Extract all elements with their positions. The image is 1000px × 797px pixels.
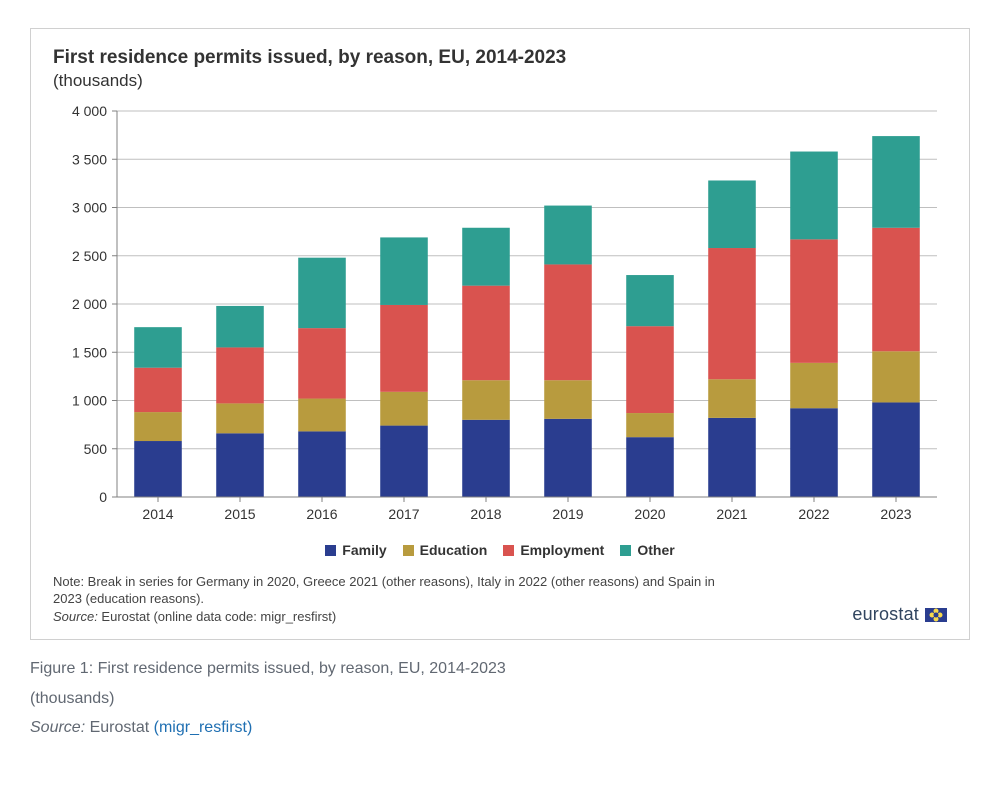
note-source-text: Eurostat (online data code: migr_resfirs… [98,609,336,624]
figure-source-label: Source: [30,719,85,736]
chart-card: First residence permits issued, by reaso… [30,28,970,640]
legend-swatch-icon [620,545,631,556]
svg-text:2022: 2022 [798,506,829,522]
figure-caption: Figure 1: First residence permits issued… [30,654,970,684]
chart-area: 0 500 1 000 1 500 2 000 2 500 3 000 3 500 4 000 2… [53,101,947,536]
figure-source-text: Eurostat [85,719,153,736]
chart-notes: Note: Break in series for Germany in 202… [53,573,947,626]
legend-item-education: Education [403,542,488,558]
svg-text:1 000: 1 000 [72,393,107,409]
svg-text:2016: 2016 [306,506,337,522]
legend-label: Other [637,542,674,558]
eu-flag-icon [925,608,947,622]
svg-text:2014: 2014 [142,506,173,522]
legend-swatch-icon [325,545,336,556]
svg-text:500: 500 [84,441,108,457]
chart-title: First residence permits issued, by reaso… [53,47,947,69]
note-line-2: 2023 (education reasons). [53,590,947,608]
legend-swatch-icon [403,545,414,556]
svg-text:2019: 2019 [552,506,583,522]
legend-item-other: Other [620,542,674,558]
svg-text:1 500: 1 500 [72,344,107,360]
legend-item-family: Family [325,542,386,558]
figure-source-link[interactable]: (migr_resfirst) [154,719,253,736]
svg-text:3 500: 3 500 [72,151,107,167]
legend-label: Family [342,542,386,558]
svg-text:4 000: 4 000 [72,103,107,119]
note-source-line: Source: Eurostat (online data code: migr… [53,608,947,626]
note-source-label: Source: [53,609,98,624]
svg-text:2021: 2021 [716,506,747,522]
svg-text:2017: 2017 [388,506,419,522]
svg-text:3 000: 3 000 [72,200,107,216]
legend-label: Employment [520,542,604,558]
page: First residence permits issued, by reaso… [0,0,1000,797]
chart-legend: Family Education Employment Other [53,542,947,559]
svg-text:2023: 2023 [880,506,911,522]
svg-text:2020: 2020 [634,506,665,522]
chart-subtitle: (thousands) [53,71,947,91]
note-line-1: Note: Break in series for Germany in 202… [53,573,947,591]
legend-item-employment: Employment [503,542,604,558]
eurostat-logo: eurostat [852,604,947,625]
eurostat-logo-text: eurostat [852,604,919,625]
svg-text:2018: 2018 [470,506,501,522]
figure-subcaption: (thousands) [30,684,970,714]
legend-swatch-icon [503,545,514,556]
stacked-bar-chart: 0 500 1 000 1 500 2 000 2 500 3 000 3 500 4 000 2… [53,101,949,531]
figure-source-line: Source: Eurostat (migr_resfirst) [30,713,970,743]
svg-text:2 500: 2 500 [72,248,107,264]
figure-caption-block: Figure 1: First residence permits issued… [30,654,970,743]
svg-text:0: 0 [99,489,107,505]
svg-text:2015: 2015 [224,506,255,522]
svg-text:2 000: 2 000 [72,296,107,312]
legend-label: Education [420,542,488,558]
